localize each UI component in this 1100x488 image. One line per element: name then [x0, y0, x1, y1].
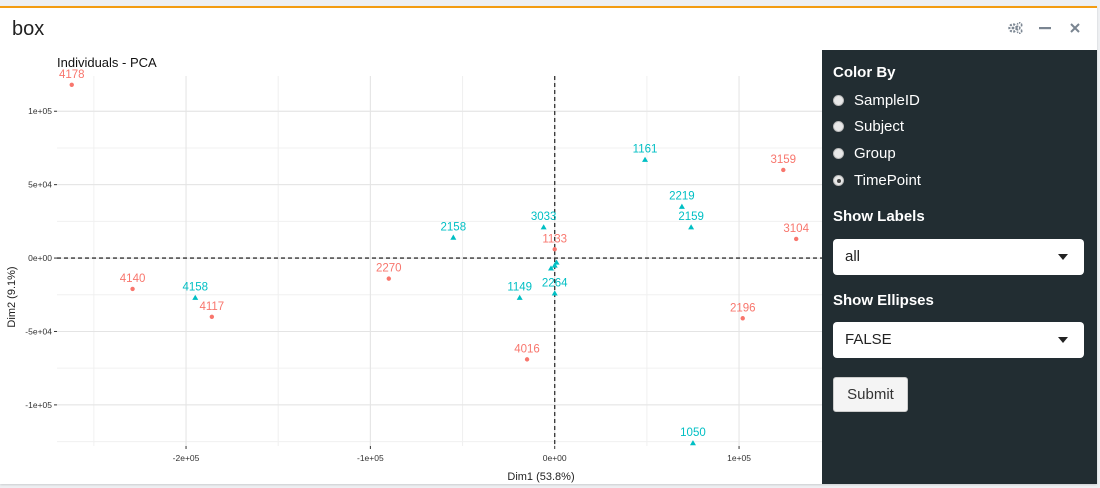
radio-timepoint[interactable]: TimePoint: [833, 172, 921, 189]
radio-group[interactable]: Group: [833, 145, 896, 162]
data-point-triangle: [516, 294, 523, 300]
y-tick-label: -1e+05: [25, 400, 52, 410]
show-ellipses-select[interactable]: FALSE: [833, 322, 1084, 358]
data-point-triangle: [540, 224, 547, 230]
x-tick-label: 0e+00: [543, 453, 567, 463]
y-axis-label: Dim2 (9.1%): [6, 266, 18, 327]
radio-button[interactable]: [833, 121, 844, 132]
data-point-label: 4140: [120, 273, 146, 285]
data-point-label: 2196: [730, 302, 756, 314]
radio-subject[interactable]: Subject: [833, 118, 904, 135]
y-tick-label: 1e+05: [28, 106, 52, 116]
data-point-label: 4016: [514, 343, 540, 355]
data-point-circle: [130, 286, 135, 292]
data-point-label: 2270: [376, 263, 402, 275]
radio-button[interactable]: [833, 95, 844, 106]
data-point-label: 3159: [770, 154, 796, 166]
data-point-circle: [524, 357, 530, 362]
radio-sampleid[interactable]: SampleID: [833, 92, 920, 109]
show-labels-select[interactable]: all: [833, 239, 1084, 275]
data-point-circle: [69, 82, 74, 88]
close-icon[interactable]: [1067, 20, 1083, 36]
data-point-circle: [386, 276, 392, 281]
data-point-label: 3104: [783, 223, 809, 235]
data-point-circle: [552, 247, 557, 252]
data-point-label: 1161: [633, 144, 658, 156]
data-point-label: 2159: [678, 211, 704, 223]
data-point-label: 2219: [669, 191, 695, 203]
box-header: box: [0, 8, 1097, 48]
radio-button[interactable]: [833, 148, 844, 159]
chart-title: Individuals - PCA: [57, 55, 157, 70]
radio-label: SampleID: [854, 92, 920, 109]
data-point-label: 2158: [441, 222, 467, 234]
y-tick-label: 0e+00: [28, 253, 52, 263]
data-point-triangle: [642, 156, 649, 162]
caret-down-icon: [1058, 254, 1068, 260]
data-point-label: 4158: [182, 282, 208, 294]
data-point-triangle: [548, 265, 555, 271]
data-points: 4178 3159 3104 4140 4117 2270 2196 4016 1133 1161…: [59, 69, 810, 446]
box-tools: [1007, 20, 1083, 36]
box-panel: box Individuals - PCA -2e+05 -1e+05 0e+00 1…: [0, 6, 1097, 484]
data-point-label: 4117: [199, 301, 224, 313]
x-tick-label: -2e+05: [173, 453, 200, 463]
radio-label: Group: [854, 145, 896, 162]
data-point-triangle: [450, 234, 457, 240]
data-point-label: 1050: [680, 427, 706, 439]
sidebar: Color By SampleID Subject Group TimePoin…: [822, 50, 1097, 484]
data-point-circle: [740, 316, 745, 321]
data-point-circle: [793, 236, 799, 242]
data-point-label: 4178: [59, 69, 85, 81]
data-point-triangle: [551, 290, 558, 296]
data-point-label: 1149: [507, 282, 532, 294]
minimize-icon[interactable]: [1037, 20, 1053, 36]
show-ellipses-label: Show Ellipses: [833, 292, 934, 309]
grid: [57, 76, 822, 446]
axes: -2e+05 -1e+05 0e+00 1e+05 1e+05 5e+04 0e+00 -5e…: [25, 76, 822, 463]
data-point-circle: [209, 314, 215, 319]
data-point-triangle: [553, 259, 560, 265]
x-tick-label: 1e+05: [727, 453, 751, 463]
show-labels-label: Show Labels: [833, 208, 925, 225]
box-title: box: [12, 18, 45, 40]
radio-button[interactable]: [833, 175, 844, 186]
data-point-triangle: [678, 203, 685, 209]
y-tick-label: 5e+04: [28, 180, 52, 190]
submit-button[interactable]: Submit: [833, 377, 908, 412]
color-by-label: Color By: [833, 64, 896, 81]
select-value: all: [845, 248, 861, 265]
select-value: FALSE: [845, 331, 892, 348]
data-point-label: 2264: [542, 277, 568, 289]
data-point-label: 3033: [531, 211, 557, 223]
data-point-triangle: [689, 440, 696, 446]
gears-icon[interactable]: [1007, 20, 1023, 36]
data-point-triangle: [192, 294, 199, 300]
data-point-triangle: [551, 262, 558, 268]
data-point-label: 1133: [542, 233, 567, 245]
radio-label: TimePoint: [854, 172, 921, 189]
pca-plot: Individuals - PCA -2e+05 -1e+05 0e+00 1e+05…: [6, 55, 822, 483]
data-point-circle: [781, 167, 786, 173]
x-axis-label: Dim1 (53.8%): [507, 471, 574, 483]
caret-down-icon: [1058, 337, 1068, 343]
y-tick-label: -5e+04: [25, 326, 52, 336]
data-point-triangle: [688, 224, 695, 230]
x-tick-label: -1e+05: [357, 453, 384, 463]
radio-label: Subject: [854, 118, 905, 135]
